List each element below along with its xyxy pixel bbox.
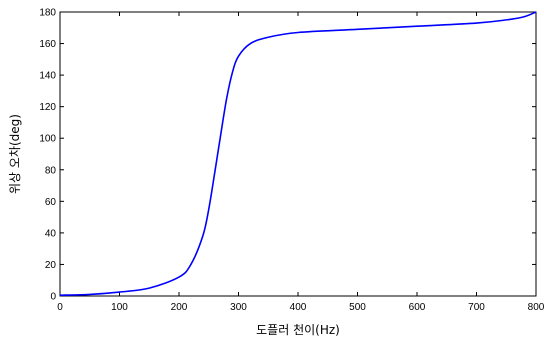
x-tick-label: 400 xyxy=(290,302,307,313)
x-tick-label: 200 xyxy=(171,302,188,313)
y-tick-label: 60 xyxy=(45,197,57,208)
plot-area xyxy=(59,11,537,297)
series-group xyxy=(59,11,537,297)
y-axis-ticks: 0 20 40 60 80 100 120 140 160 180 xyxy=(39,8,536,303)
y-axis-title: 위상 오차(deg) xyxy=(8,114,22,194)
y-tick-label: 140 xyxy=(39,71,56,82)
y-tick-label: 100 xyxy=(39,134,56,145)
y-tick-label: 80 xyxy=(45,165,57,176)
x-axis-title: 도플러 천이(Hz) xyxy=(256,322,340,337)
y-tick-label: 40 xyxy=(45,228,57,239)
y-tick-label: 0 xyxy=(50,292,56,303)
x-tick-label: 500 xyxy=(349,302,366,313)
x-tick-label: 700 xyxy=(468,302,485,313)
y-tick-label: 180 xyxy=(39,8,56,19)
x-tick-label: 100 xyxy=(111,302,128,313)
y-tick-label: 120 xyxy=(39,102,56,113)
y-tick-label: 20 xyxy=(45,260,57,271)
x-axis-ticks: 0 100 200 300 400 500 600 700 800 xyxy=(57,12,544,313)
x-tick-label: 600 xyxy=(409,302,426,313)
y-tick-label: 160 xyxy=(39,39,56,50)
x-tick-label: 800 xyxy=(528,302,544,313)
series-line xyxy=(59,11,537,297)
x-tick-label: 0 xyxy=(57,302,63,313)
x-tick-label: 300 xyxy=(230,302,247,313)
